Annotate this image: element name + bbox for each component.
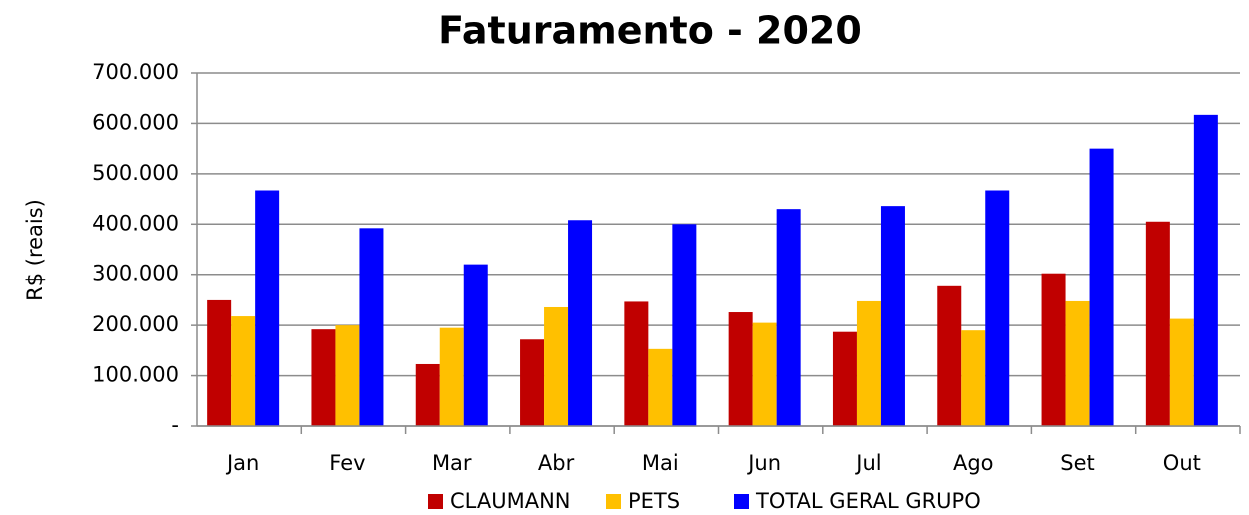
bar	[359, 228, 384, 426]
bar	[856, 300, 881, 426]
legend-label: TOTAL GERAL GRUPO	[755, 489, 981, 513]
x-tick-label: Jul	[854, 451, 881, 475]
y-tick-label: 100.000	[92, 363, 179, 387]
y-tick-label: 200.000	[92, 312, 179, 336]
bar	[1169, 318, 1194, 426]
bar	[672, 224, 697, 426]
x-tick-label: Set	[1060, 451, 1094, 475]
bar	[624, 301, 649, 426]
chart-title: Faturamento - 2020	[438, 9, 862, 53]
x-tick-label: Abr	[538, 451, 575, 475]
legend-swatch	[606, 494, 621, 509]
bar	[985, 190, 1010, 426]
legend-swatch	[428, 494, 443, 509]
bar	[231, 316, 256, 426]
bar	[439, 327, 464, 426]
y-axis-label: R$ (reais)	[23, 199, 47, 301]
x-tick-label: Out	[1163, 451, 1201, 475]
bar	[311, 329, 336, 426]
bar	[961, 330, 986, 426]
bar	[937, 285, 962, 426]
y-tick-label: 400.000	[92, 211, 179, 235]
bar	[880, 206, 905, 426]
x-tick-label: Jun	[746, 451, 781, 475]
y-tick-label: 500.000	[92, 161, 179, 185]
bar	[335, 325, 360, 426]
y-tick-label: 300.000	[92, 262, 179, 286]
bar	[776, 209, 801, 426]
bar	[415, 363, 440, 426]
bar	[752, 322, 777, 426]
bar	[1041, 273, 1066, 426]
bar	[207, 299, 232, 426]
bar	[255, 190, 280, 426]
x-tick-label: Ago	[953, 451, 994, 475]
legend-label: CLAUMANN	[450, 489, 570, 513]
bar	[463, 264, 488, 426]
y-tick-label: -	[171, 413, 179, 437]
bar	[568, 220, 593, 426]
bar	[520, 339, 545, 426]
legend-swatch	[734, 494, 749, 509]
bar	[1145, 221, 1170, 426]
x-tick-label: Fev	[329, 451, 365, 475]
x-tick-label: Mar	[432, 451, 472, 475]
x-tick-label: Mai	[642, 451, 679, 475]
y-tick-label: 700.000	[92, 60, 179, 84]
legend-label: PETS	[628, 489, 680, 513]
bar	[1065, 300, 1090, 426]
x-tick-label: Jan	[225, 451, 259, 475]
bar	[832, 331, 857, 426]
bar	[648, 348, 673, 426]
bar	[1193, 114, 1218, 426]
bar	[544, 306, 569, 426]
bar	[1089, 148, 1114, 426]
y-tick-label: 600.000	[92, 110, 179, 134]
bar	[728, 312, 753, 426]
